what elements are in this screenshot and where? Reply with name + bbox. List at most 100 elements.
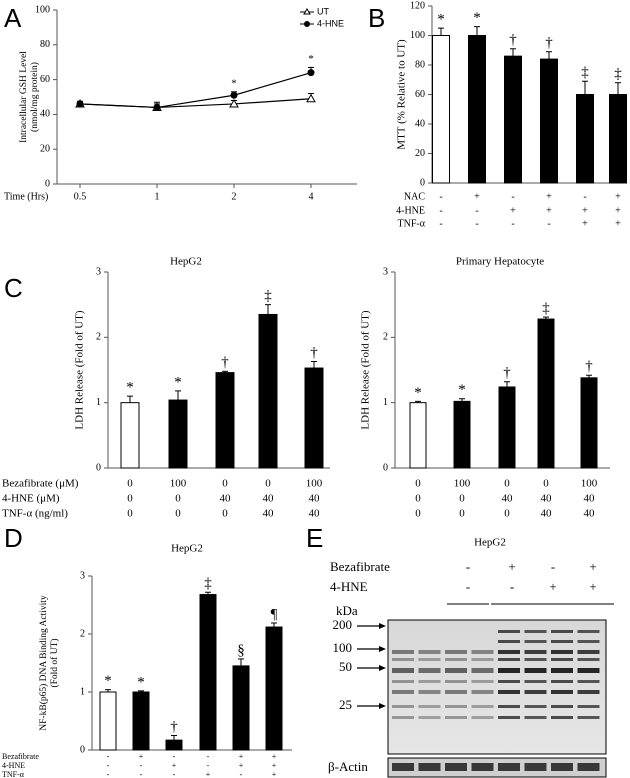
panel-letter: D bbox=[4, 523, 23, 553]
condition-value: - bbox=[173, 770, 176, 778]
y-tick-label: 100 bbox=[35, 4, 50, 15]
condition-value: - bbox=[439, 191, 442, 202]
condition-label: 4-HNE (μM) bbox=[2, 493, 60, 505]
blot-band bbox=[551, 705, 573, 708]
condition-value: 0 bbox=[127, 493, 133, 505]
significance: * bbox=[458, 382, 466, 398]
condition-value: 40 bbox=[541, 508, 553, 520]
blot-band bbox=[471, 658, 494, 661]
significance: * bbox=[137, 674, 145, 690]
y-axis-label: Intracellular GSH Level bbox=[19, 51, 29, 143]
condition-value: 0 bbox=[222, 478, 228, 490]
condition-value: 0 bbox=[504, 478, 510, 490]
significance: * bbox=[174, 374, 182, 390]
condition-value: - bbox=[511, 218, 514, 229]
blot-band bbox=[577, 640, 600, 643]
actin-band bbox=[551, 763, 573, 771]
condition-value: - bbox=[475, 218, 478, 229]
marker-arrowhead bbox=[379, 665, 386, 671]
y-axis-label: (nmol/mg protein) bbox=[29, 62, 40, 132]
condition-value: - bbox=[140, 770, 143, 778]
condition-value: 0 bbox=[415, 493, 421, 505]
line-series bbox=[79, 98, 312, 109]
blot-band bbox=[392, 650, 414, 654]
significance: * bbox=[231, 77, 237, 89]
significance: ‡ bbox=[264, 288, 272, 304]
y-tick-label: 20 bbox=[415, 148, 425, 159]
condition-value: - bbox=[173, 752, 176, 761]
condition-value: - bbox=[240, 770, 243, 778]
condition-value: 0 bbox=[265, 478, 271, 490]
condition-label: Bezafibrate bbox=[330, 559, 390, 574]
blot-band bbox=[471, 668, 494, 673]
blot-band bbox=[498, 680, 520, 683]
blot-band bbox=[577, 668, 600, 673]
y-tick-label: 0 bbox=[96, 462, 101, 473]
condition-value: 40 bbox=[584, 493, 596, 505]
significance: ¶ bbox=[271, 606, 278, 622]
bar bbox=[120, 402, 140, 469]
blot-band bbox=[498, 705, 520, 708]
y-tick-label: 120 bbox=[410, 0, 425, 11]
loading-control-label: β-Actin bbox=[328, 759, 368, 774]
panel-letter: B bbox=[368, 3, 385, 33]
condition-value: 40 bbox=[584, 508, 596, 520]
blot-band bbox=[551, 650, 573, 654]
legend-marker bbox=[304, 21, 310, 27]
blot-band bbox=[418, 690, 441, 694]
marker-arrowhead bbox=[379, 646, 386, 652]
blot-band bbox=[524, 668, 547, 673]
condition-label: Bezafibrate (μM) bbox=[2, 478, 79, 490]
blot-band bbox=[524, 630, 547, 633]
condition-value: 0 bbox=[459, 508, 465, 520]
condition-value: + bbox=[206, 770, 211, 778]
condition-value: 0 bbox=[543, 478, 549, 490]
bar bbox=[580, 377, 598, 469]
blot-band bbox=[551, 668, 573, 673]
blot-band bbox=[445, 650, 467, 654]
panel-letter: C bbox=[4, 273, 23, 303]
bar bbox=[504, 55, 522, 184]
condition-value: + bbox=[589, 579, 596, 594]
significance: † bbox=[509, 32, 517, 48]
blot-band bbox=[418, 680, 441, 683]
marker-unit: kDa bbox=[336, 603, 358, 618]
significance: ‡ bbox=[581, 65, 589, 81]
condition-label: 4-HNE bbox=[396, 205, 425, 216]
condition-value: - bbox=[107, 761, 110, 770]
actin-band bbox=[392, 763, 414, 771]
condition-label: Bezafibrate bbox=[2, 752, 39, 761]
blot-band bbox=[418, 658, 441, 661]
condition-label: TNF-α bbox=[2, 770, 25, 778]
panel-letter: E bbox=[306, 523, 323, 553]
condition-value: 0 bbox=[415, 508, 421, 520]
condition-value: 40 bbox=[220, 493, 232, 505]
condition-value: - bbox=[466, 559, 470, 574]
point bbox=[306, 93, 316, 103]
condition-value: 40 bbox=[309, 508, 321, 520]
condition-value: - bbox=[547, 218, 550, 229]
bar bbox=[215, 372, 235, 469]
condition-value: 40 bbox=[502, 493, 514, 505]
blot-band bbox=[445, 668, 467, 673]
bar bbox=[432, 35, 450, 184]
y-tick-label: 0 bbox=[80, 744, 85, 755]
bar bbox=[132, 691, 150, 751]
y-tick-label: 3 bbox=[96, 266, 101, 277]
condition-value: + bbox=[172, 761, 177, 770]
blot-band bbox=[551, 690, 573, 694]
legend-marker bbox=[303, 8, 311, 15]
blot-band bbox=[471, 716, 494, 719]
condition-value: 40 bbox=[263, 508, 275, 520]
blot-band bbox=[392, 690, 414, 694]
condition-value: + bbox=[549, 579, 556, 594]
condition-value: + bbox=[582, 218, 588, 229]
significance: ‡ bbox=[614, 66, 622, 82]
condition-value: - bbox=[439, 205, 442, 216]
condition-value: + bbox=[139, 752, 144, 761]
condition-value: + bbox=[508, 559, 515, 574]
condition-value: + bbox=[510, 205, 516, 216]
blot-band bbox=[418, 705, 441, 708]
y-tick-label: 80 bbox=[40, 39, 50, 50]
y-tick-label: 0 bbox=[45, 178, 50, 189]
